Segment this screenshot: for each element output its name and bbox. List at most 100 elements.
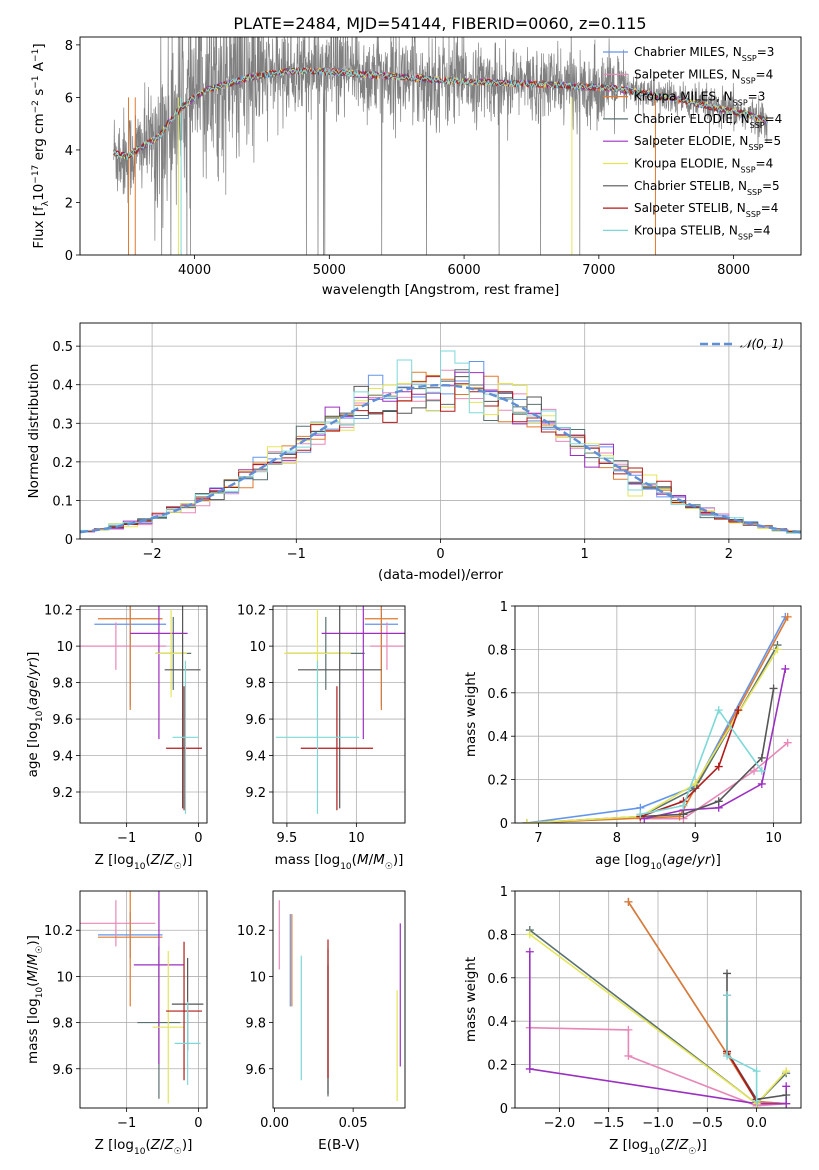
plot-area-age-vs-mass: [275, 606, 405, 814]
legend-label-6: Chabrier STELIB, NSSP=5: [634, 179, 780, 197]
weight-marker-6: [757, 753, 766, 762]
weight-series-7: [640, 709, 740, 818]
legend-label-8: Kroupa STELIB, NSSP=4: [634, 223, 771, 241]
y-tick-label: 0.2: [487, 1059, 508, 1074]
x-tick-label: −1: [117, 1116, 136, 1131]
axes-frame: [79, 322, 802, 540]
legend-label-5: Kroupa ELODIE, NSSP=4: [634, 157, 773, 175]
y-tick-label: 2: [65, 196, 73, 211]
x-axis-label: age [log10(age/yr)]: [595, 852, 721, 872]
x-tick-label: 8: [613, 831, 621, 846]
y-tick-label: 9.8: [245, 1017, 266, 1032]
x-tick-label: 0: [194, 831, 202, 846]
y-tick-label: 9.6: [245, 713, 266, 728]
y-tick-label: 10.2: [237, 604, 266, 619]
weight-marker-8: [714, 706, 723, 715]
y-tick-label: 0: [65, 249, 73, 264]
axes-frame: [514, 890, 802, 1109]
plot-area-mass-vs-ebv: [278, 900, 401, 1102]
weight-marker-1: [624, 1025, 633, 1034]
hist-series-8: [80, 350, 801, 534]
y-tick-label: 8: [65, 39, 73, 54]
x-tick-label: 5000: [313, 263, 346, 278]
weight-marker-6: [679, 810, 688, 819]
weight-marker-6: [723, 969, 732, 978]
axes-frame: [514, 605, 802, 824]
x-axis-label: Z [log10(Z/Z☉)]: [609, 1137, 707, 1157]
x-axis-label: E(B-V): [318, 1137, 360, 1153]
x-tick-label: 10: [765, 831, 782, 846]
normal-curve: [80, 383, 801, 534]
axes-frame: [272, 890, 406, 1109]
x-tick-label: 0.0: [746, 1116, 767, 1131]
panel-mass-weight-vs-Z: −2.0 −1.5 −1.0 −0.5 0.0 0 0.2 0.4 0.6 0.8 1 Z [log1…: [463, 885, 802, 1157]
x-tick-label: 8000: [717, 263, 750, 278]
x-tick-label: 1: [581, 547, 589, 562]
y-tick-label: 0.2: [52, 456, 73, 471]
y-tick-label: 0: [500, 817, 508, 832]
weight-marker-1: [783, 738, 792, 747]
x-tick-label: 7: [534, 831, 542, 846]
legend-label-0: Chabrier MILES, NSSP=3: [634, 45, 774, 63]
x-tick-label: −2.0: [544, 1116, 576, 1131]
weight-marker-5: [782, 1067, 791, 1076]
weight-marker-5: [773, 645, 782, 654]
y-tick-label: 0.4: [487, 1015, 508, 1030]
weight-marker-8: [752, 1067, 761, 1076]
weight-marker-1: [624, 1051, 633, 1060]
x-axis-label: Z [log10(Z/Z☉)]: [95, 1137, 193, 1157]
y-tick-label: 10: [249, 970, 266, 985]
y-tick-label: 1: [500, 600, 508, 615]
weight-marker-8: [636, 810, 645, 819]
y-tick-label: 9.8: [245, 677, 266, 692]
weight-marker-7: [714, 762, 723, 771]
y-tick-label: 10.2: [237, 924, 266, 939]
y-tick-label: 0.6: [487, 972, 508, 987]
y-tick-label: 10.2: [44, 924, 73, 939]
model-line-8: [113, 67, 768, 160]
y-axis-label: Normed distribution: [26, 364, 42, 499]
legend-label-normal: 𝒩(0, 1): [740, 337, 784, 351]
x-tick-label: 9.5: [277, 831, 298, 846]
legend-label-2: Kroupa MILES, NSSP=3: [634, 90, 765, 108]
y-tick-label: 4: [65, 144, 73, 159]
y-tick-label: 0.4: [487, 730, 508, 745]
panel-spectrum: 4000 5000 6000 7000 8000 0 2 4 6 8 wavelength [Ang…: [31, 36, 802, 298]
weight-marker-6: [782, 1090, 791, 1099]
weight-marker-8: [752, 1097, 761, 1106]
x-tick-label: −1.5: [593, 1116, 625, 1131]
weight-marker-6: [714, 797, 723, 806]
y-tick-label: 9.4: [245, 750, 266, 765]
x-tick-label: 0: [194, 1116, 202, 1131]
y-tick-label: 9.6: [52, 1063, 73, 1078]
weight-marker-7: [734, 706, 743, 715]
plot-area-residuals: [80, 350, 801, 534]
weight-marker-4: [525, 1064, 534, 1073]
axes-frame: [272, 605, 406, 824]
y-tick-label: 0.1: [52, 494, 73, 509]
y-tick-label: 0.2: [487, 774, 508, 789]
axes-frame: [79, 36, 802, 256]
y-tick-label: 10: [56, 970, 73, 985]
y-tick-label: 6: [65, 91, 73, 106]
y-axis-label: age [log10(age/yr)]: [25, 652, 45, 778]
weight-marker-6: [769, 684, 778, 693]
axes-frame: [79, 890, 208, 1109]
axes-frame: [79, 605, 208, 824]
x-axis-label: (data-model)/error: [378, 567, 504, 583]
y-tick-label: 9.8: [52, 1017, 73, 1032]
y-tick-label: 9.6: [52, 713, 73, 728]
x-axis-label: mass [log10(M/M☉)]: [275, 852, 404, 872]
y-tick-label: 0.8: [487, 643, 508, 658]
x-axis-label: wavelength [Angstrom, rest frame]: [322, 282, 560, 298]
plot-area-mass-weight-vs-Z: [525, 897, 791, 1108]
x-axis-label: Z [log10(Z/Z☉)]: [95, 852, 193, 872]
x-tick-label: −0.5: [692, 1116, 724, 1131]
y-tick-label: 9.4: [52, 750, 73, 765]
weight-marker-1: [749, 766, 758, 775]
y-tick-label: 10: [56, 640, 73, 655]
x-tick-label: 7000: [582, 263, 615, 278]
